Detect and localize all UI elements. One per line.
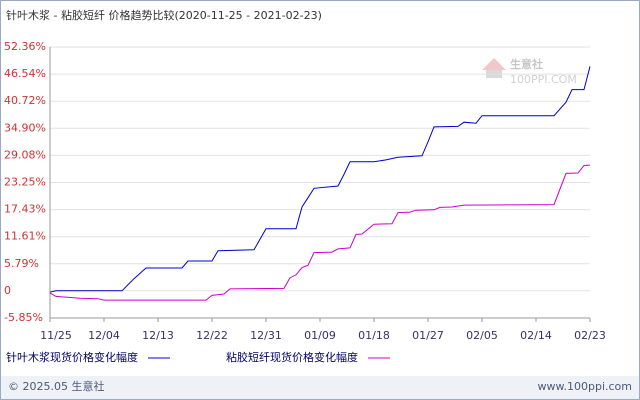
- footer-copyright: © 2025.05 生意社: [8, 379, 104, 393]
- series-line: [49, 164, 591, 301]
- x-tick-label: 02/14: [520, 329, 552, 342]
- x-tick-label: 11/25: [40, 329, 72, 342]
- chart-title: 针叶木浆 - 粘胶短纤 价格趋势比较(2020-11-25 - 2021-02-…: [6, 8, 322, 22]
- legend-label: 粘胶短纤现货价格变化幅度: [226, 350, 358, 364]
- x-tick-label: 12/31: [250, 329, 282, 342]
- y-tick-label: 46.54%: [4, 67, 46, 80]
- x-tick-label: 12/22: [196, 329, 228, 342]
- x-tick-label: 01/27: [412, 329, 444, 342]
- legend-label: 针叶木浆现货价格变化幅度: [6, 350, 138, 364]
- watermark-icon: [482, 58, 506, 70]
- watermark-site: 100PPI.COM: [510, 73, 577, 86]
- x-tick-label: 12/13: [142, 329, 174, 342]
- x-tick-label: 02/23: [574, 329, 606, 342]
- x-tick-label: 01/18: [358, 329, 390, 342]
- watermark: 生意社 100PPI.COM: [482, 57, 577, 86]
- y-tick-label: 29.08%: [4, 148, 46, 161]
- y-tick-label: 17.43%: [4, 203, 46, 216]
- y-tick-label: 0: [4, 284, 11, 297]
- watermark-name: 生意社: [510, 57, 543, 71]
- y-tick-label: 5.79%: [4, 257, 39, 270]
- y-tick-label: 52.36%: [4, 40, 46, 53]
- series-line: [49, 66, 591, 293]
- footer-bar: [1, 376, 639, 399]
- y-tick-label: 34.90%: [4, 121, 46, 134]
- y-tick-label: 40.72%: [4, 94, 46, 107]
- x-tick-label: 12/04: [88, 329, 120, 342]
- x-tick-label: 01/09: [304, 329, 336, 342]
- y-tick-label: -5.85%: [4, 311, 43, 324]
- y-tick-label: 23.25%: [4, 176, 46, 189]
- x-tick-label: 02/05: [466, 329, 498, 342]
- y-tick-label: 11.61%: [4, 230, 46, 243]
- footer-url: www.100ppi.com: [538, 380, 632, 393]
